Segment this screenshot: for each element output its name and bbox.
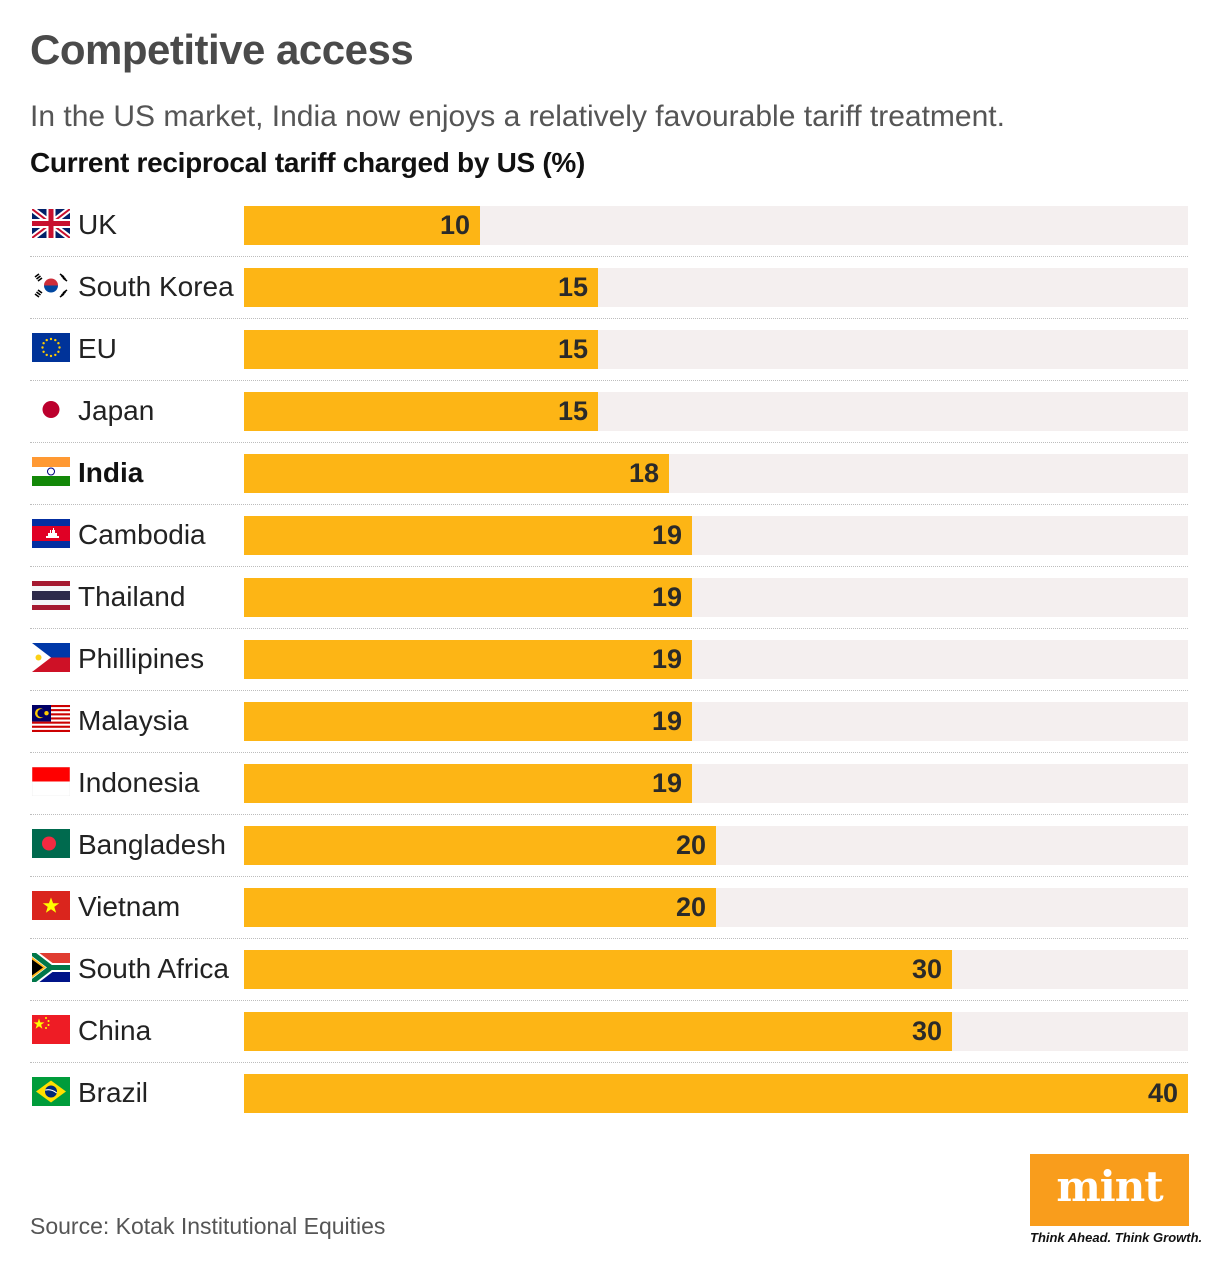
bar: 18 xyxy=(244,454,669,493)
bar-chart: UK 10 South Korea 15 EU 15 Japan 15 India 18 Cambo… xyxy=(30,195,1188,1125)
data-label: 15 xyxy=(557,396,588,426)
bar-row: Malaysia 19 xyxy=(30,691,1188,753)
bar: 19 xyxy=(244,516,692,555)
category-label: China xyxy=(78,1015,152,1046)
bar-row: UK 10 xyxy=(30,195,1188,257)
uk-flag-icon xyxy=(32,209,70,238)
bar-row: South Korea 15 xyxy=(30,257,1188,319)
brazil-flag-icon xyxy=(32,1077,70,1106)
data-label: 10 xyxy=(439,210,470,240)
data-label: 19 xyxy=(651,644,682,674)
bar: 19 xyxy=(244,764,692,803)
bar-row: Japan 15 xyxy=(30,381,1188,443)
category-label: South Africa xyxy=(78,953,229,984)
data-label: 20 xyxy=(675,892,706,922)
category-label: EU xyxy=(78,333,117,364)
data-label: 19 xyxy=(651,768,682,798)
category-label: Vietnam xyxy=(78,891,181,922)
data-label: 19 xyxy=(651,520,682,550)
bar: 19 xyxy=(244,702,692,741)
mint-logo: mint xyxy=(1030,1154,1189,1226)
philippines-flag-icon xyxy=(32,643,70,672)
bar-track: 15 xyxy=(244,330,1188,369)
bar-row: Indonesia 19 xyxy=(30,753,1188,815)
bar-track: 10 xyxy=(244,206,1188,245)
bar-track: 19 xyxy=(244,702,1188,741)
japan-flag-icon xyxy=(32,395,70,424)
indonesia-flag-icon xyxy=(32,767,70,796)
category-label: Indonesia xyxy=(78,767,200,798)
bar-row: China 30 xyxy=(30,1001,1188,1063)
bar-row: Cambodia 19 xyxy=(30,505,1188,567)
bar-row: Bangladesh 20 xyxy=(30,815,1188,877)
bar-row: Vietnam 20 xyxy=(30,877,1188,939)
india-flag-icon xyxy=(32,457,70,486)
bar: 20 xyxy=(244,826,716,865)
bar-row: Brazil 40 xyxy=(30,1063,1188,1125)
bar-track: 18 xyxy=(244,454,1188,493)
data-label: 30 xyxy=(911,1016,942,1046)
bar-track: 15 xyxy=(244,392,1188,431)
cambodia-flag-icon xyxy=(32,519,70,548)
vietnam-flag-icon xyxy=(32,891,70,920)
bar: 10 xyxy=(244,206,480,245)
data-label: 19 xyxy=(651,706,682,736)
logo-wordmark: mint xyxy=(1056,1162,1163,1211)
category-label: Phillipines xyxy=(78,643,205,674)
bar: 30 xyxy=(244,1012,952,1051)
category-label: Bangladesh xyxy=(78,829,226,860)
bar-row: Thailand 19 xyxy=(30,567,1188,629)
eu-flag-icon xyxy=(32,333,70,362)
bar: 19 xyxy=(244,640,692,679)
south-africa-flag-icon xyxy=(32,953,70,982)
malaysia-flag-icon xyxy=(32,705,70,734)
category-label: South Korea xyxy=(78,271,234,302)
data-label: 18 xyxy=(628,458,659,488)
category-label: UK xyxy=(78,209,117,240)
bar: 30 xyxy=(244,950,952,989)
bangladesh-flag-icon xyxy=(32,829,70,858)
category-label: India xyxy=(78,457,144,488)
south-korea-flag-icon xyxy=(32,271,70,300)
bar: 19 xyxy=(244,578,692,617)
bar: 20 xyxy=(244,888,716,927)
china-flag-icon xyxy=(32,1015,70,1044)
category-label: Cambodia xyxy=(78,519,206,550)
bar-track: 30 xyxy=(244,1012,1188,1051)
bar-track: 19 xyxy=(244,640,1188,679)
bar-track: 19 xyxy=(244,578,1188,617)
category-label: Malaysia xyxy=(78,705,189,736)
bar-track: 20 xyxy=(244,888,1188,927)
bar-row: Phillipines 19 xyxy=(30,629,1188,691)
bar: 40 xyxy=(244,1074,1188,1113)
bar-track: 19 xyxy=(244,764,1188,803)
bar-row: EU 15 xyxy=(30,319,1188,381)
bar-track: 40 xyxy=(244,1074,1188,1113)
data-label: 15 xyxy=(557,334,588,364)
page-title: Competitive access xyxy=(30,26,414,73)
data-label: 20 xyxy=(675,830,706,860)
category-label: Thailand xyxy=(78,581,186,612)
thailand-flag-icon xyxy=(32,581,70,610)
chart-title: Current reciprocal tariff charged by US … xyxy=(30,147,586,178)
bar-track: 19 xyxy=(244,516,1188,555)
bar: 15 xyxy=(244,392,598,431)
category-label: Brazil xyxy=(78,1077,149,1108)
category-label: Japan xyxy=(78,395,155,426)
data-label: 15 xyxy=(557,272,588,302)
source-note: Source: Kotak Institutional Equities xyxy=(30,1213,386,1239)
bar: 15 xyxy=(244,330,598,369)
data-label: 19 xyxy=(651,582,682,612)
bar-track: 20 xyxy=(244,826,1188,865)
bar-track: 15 xyxy=(244,268,1188,307)
data-label: 40 xyxy=(1147,1078,1178,1108)
bar: 15 xyxy=(244,268,598,307)
bar-row: South Africa 30 xyxy=(30,939,1188,1001)
bar-track: 30 xyxy=(244,950,1188,989)
logo-tagline: Think Ahead. Think Growth. xyxy=(1030,1230,1203,1245)
bar-row: India 18 xyxy=(30,443,1188,505)
page-subtitle: In the US market, India now enjoys a rel… xyxy=(30,100,1005,133)
data-label: 30 xyxy=(911,954,942,984)
